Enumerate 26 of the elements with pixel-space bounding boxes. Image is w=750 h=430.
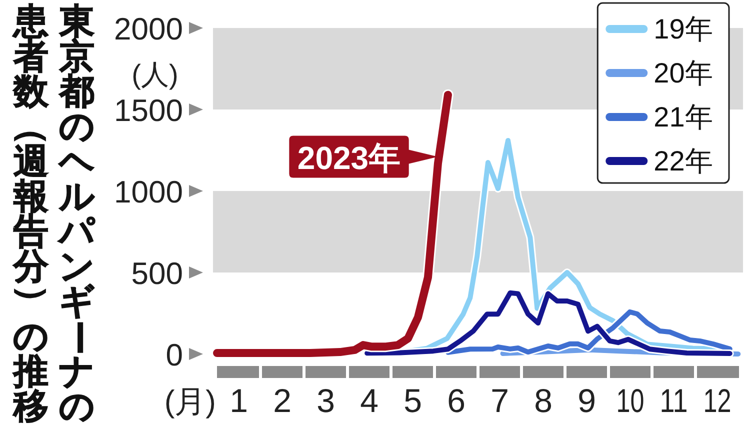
chart-title: 東京都のヘルパンギーナの [58, 2, 98, 427]
y-axis-title: (人) [132, 58, 178, 90]
x-tick-label: 5 [404, 382, 422, 419]
x-tick-label: 6 [447, 382, 466, 419]
legend-label: 22年 [654, 146, 713, 176]
x-tick-label: 11 [660, 382, 694, 419]
x-axis-title: (月) [164, 384, 216, 419]
x-tick-label: 1 [230, 382, 248, 419]
x-tick-label: 4 [360, 382, 378, 419]
text: 患者数（週報告分）の推移 [12, 2, 52, 427]
x-tick-label: 12 [703, 382, 740, 419]
x-tick-label: 3 [316, 382, 335, 419]
y-tick-label: 1500 [114, 93, 183, 128]
x-tick-label: 2 [273, 382, 292, 419]
x-tick-label: 10 [616, 382, 653, 419]
y-tick-label: 500 [131, 256, 183, 291]
y-tick-label: 0 [166, 338, 183, 372]
legend-label: 21年 [654, 102, 713, 132]
legend-label: 20年 [654, 58, 713, 88]
y-tick-label: 2000 [114, 12, 183, 46]
x-tick-label: 8 [534, 382, 552, 419]
y-tick-label: 1000 [114, 174, 183, 210]
x-tick-label: 9 [578, 382, 596, 419]
annotation: 2023年 [297, 140, 401, 176]
x-tick-label: 7 [490, 382, 509, 419]
legend-label: 19年 [654, 14, 713, 44]
